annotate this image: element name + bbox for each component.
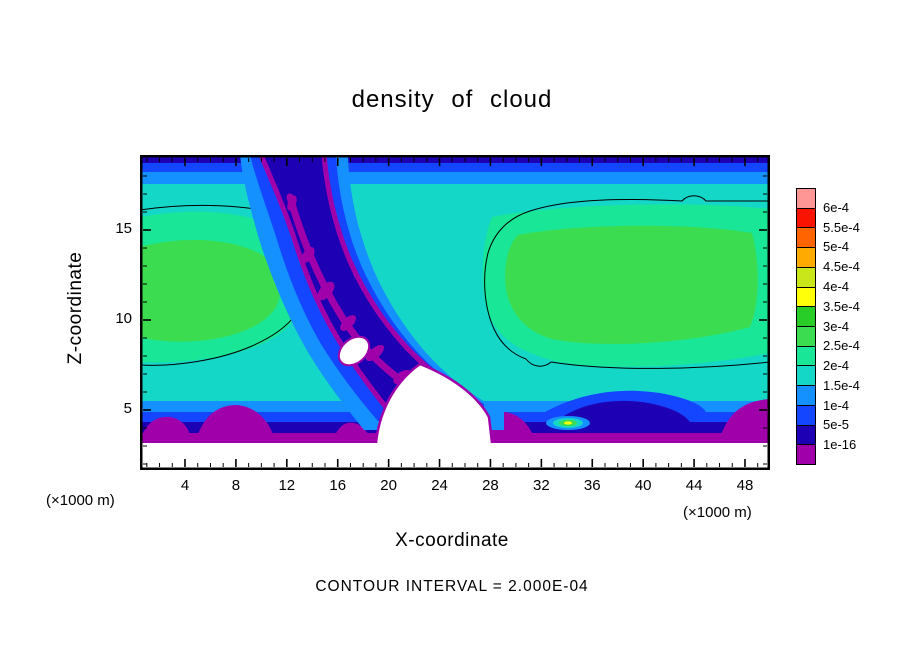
x-tick-label-8: 8 <box>231 477 241 494</box>
colorbar-label-2e-4: 2e-4 <box>823 358 850 374</box>
colorbar-cell-0 <box>797 189 815 209</box>
density-core-right <box>505 225 758 344</box>
x-tick-label-28: 28 <box>482 477 499 494</box>
cloud-top-band-blue <box>140 163 770 172</box>
colorbar-cell-11 <box>797 405 815 426</box>
colorbar-cell-6 <box>797 307 815 328</box>
x-tick-label-16: 16 <box>329 477 347 494</box>
purple-blob-f <box>393 369 411 385</box>
purple-mound-1 <box>140 416 192 443</box>
x-tick-label-32: 32 <box>533 477 550 494</box>
purple-mound-2 <box>195 405 276 443</box>
colorbar-label-5e-5: 5e-5 <box>823 417 850 433</box>
y-tick-label-10: 10 <box>115 310 132 327</box>
x-tick-label-24: 24 <box>431 477 448 494</box>
colorbar-cell-10 <box>797 386 815 406</box>
y-tick-label-15: 15 <box>115 220 132 237</box>
y-tick-label-5: 5 <box>123 400 132 417</box>
colorbar-label-1.5e-4: 1.5e-4 <box>823 377 860 393</box>
y-axis-label: Z-coordinate <box>65 251 86 365</box>
chart-title: density of cloud <box>351 86 553 113</box>
y-axis-unit-label: (×1000 m) <box>46 492 115 509</box>
colorbar-cell-12 <box>797 425 815 446</box>
purple-blob-a <box>287 195 297 211</box>
black-contour-right <box>484 195 770 369</box>
colorbar-cell-3 <box>797 248 815 268</box>
density-core-left <box>140 240 281 342</box>
contour-plot-canvas <box>140 155 770 470</box>
axis-ticks <box>143 158 767 467</box>
colorbar-cell-5 <box>797 287 815 308</box>
x-tick-label-44: 44 <box>685 477 703 494</box>
white-wedge <box>376 364 492 443</box>
purple-mound-corner <box>718 399 770 443</box>
sub-cloud-white-layer <box>140 443 770 470</box>
white-pocket <box>337 335 371 367</box>
colorbar-cell-4 <box>797 267 815 288</box>
x-tick-label-20: 20 <box>380 477 397 494</box>
colorbar-cell-8 <box>797 346 815 367</box>
x-tick-label-36: 36 <box>583 477 601 494</box>
colorbar-label-1e-4: 1e-4 <box>823 397 850 413</box>
purple-mound-3 <box>332 422 371 443</box>
colorbar-label-3.5e-4: 3.5e-4 <box>823 298 860 314</box>
colorbar-label-5.5e-4: 5.5e-4 <box>823 219 860 235</box>
x-tick-label-12: 12 <box>278 477 296 494</box>
colorbar-label-1e-16: 1e-16 <box>823 437 857 453</box>
cloud-top-band-lightblue <box>140 172 770 184</box>
colorbar-cell-9 <box>797 366 815 387</box>
colorbar-label-5e-4: 5e-4 <box>823 239 850 255</box>
plot-area <box>140 155 770 470</box>
contour-field <box>140 155 770 470</box>
x-axis-label: X-coordinate <box>395 530 509 551</box>
colorbar-label-4e-4: 4e-4 <box>823 278 850 294</box>
contour-interval-note: CONTOUR INTERVAL = 2.000E-04 <box>315 578 589 595</box>
x-tick-label-4: 4 <box>180 477 190 494</box>
purple-blob-e <box>365 344 385 362</box>
colorbar-label-6e-4: 6e-4 <box>823 199 850 215</box>
purple-blob-b <box>301 247 315 263</box>
colorbar-cell-1 <box>797 208 815 229</box>
plot-frame <box>140 155 770 470</box>
base-maximum-yellow <box>564 421 572 425</box>
colorbar-cell-7 <box>797 327 815 347</box>
x-tick-label-40: 40 <box>634 477 652 494</box>
colorbar <box>796 188 816 465</box>
colorbar-cell-13 <box>797 445 815 465</box>
white-wedge-outline <box>374 362 494 444</box>
plume-purple-streak <box>286 193 422 396</box>
purple-blob-c <box>317 281 335 301</box>
purple-blob-d <box>340 315 356 331</box>
colorbar-label-2.5e-4: 2.5e-4 <box>823 338 860 354</box>
cloud-top-band-navy <box>140 155 770 163</box>
colorbar-cell-2 <box>797 228 815 249</box>
x-tick-label-48: 48 <box>736 477 754 494</box>
base-mound-navy <box>555 400 690 422</box>
colorbar-label-3e-4: 3e-4 <box>823 318 850 334</box>
x-axis-unit-label: (×1000 m) <box>683 504 752 521</box>
colorbar-label-4.5e-4: 4.5e-4 <box>823 259 860 275</box>
